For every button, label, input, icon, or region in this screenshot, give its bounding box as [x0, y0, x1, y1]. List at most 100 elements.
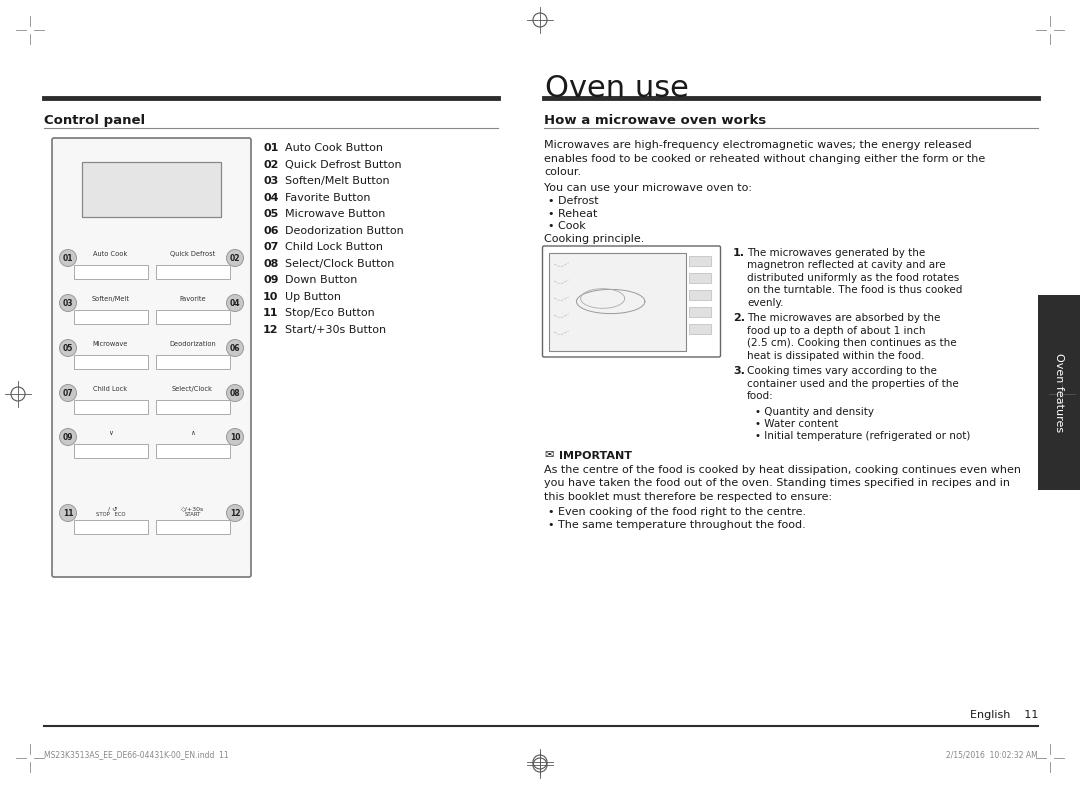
Text: • Defrost: • Defrost: [548, 196, 598, 206]
Text: ◇/+30s: ◇/+30s: [180, 506, 204, 511]
Text: Cooking principle.: Cooking principle.: [544, 233, 645, 243]
Text: Select/Clock Button: Select/Clock Button: [285, 258, 394, 269]
Text: English    11: English 11: [970, 710, 1038, 720]
Circle shape: [59, 295, 77, 311]
Text: Oven use: Oven use: [545, 74, 689, 103]
Text: food up to a depth of about 1 inch: food up to a depth of about 1 inch: [747, 325, 926, 336]
Bar: [156, 355, 229, 369]
Text: 12: 12: [230, 508, 240, 518]
Text: 08: 08: [264, 258, 279, 269]
Bar: [549, 252, 686, 351]
Bar: [1038, 295, 1080, 490]
Text: enables food to be cooked or reheated without changing either the form or the: enables food to be cooked or reheated wi…: [544, 154, 985, 163]
Text: 07: 07: [63, 388, 73, 397]
Text: Cooking times vary according to the: Cooking times vary according to the: [747, 366, 936, 376]
Text: 12: 12: [264, 325, 279, 334]
Bar: [73, 400, 148, 414]
Text: 11: 11: [264, 308, 279, 318]
Text: distributed uniformly as the food rotates: distributed uniformly as the food rotate…: [747, 273, 959, 283]
Text: Stop/Eco Button: Stop/Eco Button: [285, 308, 375, 318]
Text: 09: 09: [63, 433, 73, 441]
Text: • Water content: • Water content: [755, 418, 838, 429]
Circle shape: [59, 385, 77, 402]
Bar: [82, 162, 221, 217]
Text: 10: 10: [230, 433, 240, 441]
Circle shape: [59, 250, 77, 266]
Text: colour.: colour.: [544, 167, 581, 177]
Text: STOP   ECO: STOP ECO: [96, 512, 125, 517]
Text: Oven features: Oven features: [1054, 353, 1064, 432]
Bar: [156, 265, 229, 279]
Circle shape: [59, 340, 77, 356]
Text: 02: 02: [230, 254, 240, 262]
Text: 01: 01: [264, 143, 279, 153]
Text: / ↺: / ↺: [104, 506, 118, 511]
Text: Start/+30s Button: Start/+30s Button: [285, 325, 387, 334]
Text: Microwave: Microwave: [93, 341, 129, 347]
Text: Auto Cook Button: Auto Cook Button: [285, 143, 383, 153]
Circle shape: [227, 340, 243, 356]
Text: • The same temperature throughout the food.: • The same temperature throughout the fo…: [548, 520, 806, 530]
Bar: [73, 520, 148, 534]
Text: 2.: 2.: [733, 313, 745, 323]
Text: How a microwave oven works: How a microwave oven works: [544, 114, 766, 127]
Text: (2.5 cm). Cooking then continues as the: (2.5 cm). Cooking then continues as the: [747, 338, 957, 348]
Text: 05: 05: [63, 344, 73, 352]
Text: Quick Defrost Button: Quick Defrost Button: [285, 159, 402, 169]
Text: ∧: ∧: [190, 430, 194, 436]
Text: evenly.: evenly.: [747, 298, 783, 307]
Text: 11: 11: [63, 508, 73, 518]
Text: Microwave Button: Microwave Button: [285, 209, 386, 219]
Text: Deodorization: Deodorization: [170, 341, 216, 347]
Text: • Reheat: • Reheat: [548, 209, 597, 218]
Text: 1.: 1.: [733, 247, 745, 258]
FancyBboxPatch shape: [52, 138, 251, 577]
Bar: [689, 289, 711, 299]
Bar: [156, 400, 229, 414]
Text: • Initial temperature (refrigerated or not): • Initial temperature (refrigerated or n…: [755, 430, 970, 440]
Text: MS23K3513AS_EE_DE66-04431K-00_EN.indd  11: MS23K3513AS_EE_DE66-04431K-00_EN.indd 11: [44, 750, 229, 759]
Bar: [689, 324, 711, 333]
Text: 04: 04: [230, 299, 240, 307]
Text: 04: 04: [264, 192, 279, 203]
Text: The microwaves generated by the: The microwaves generated by the: [747, 247, 926, 258]
Text: 06: 06: [264, 225, 279, 236]
Text: 01: 01: [63, 254, 73, 262]
Bar: [73, 444, 148, 458]
Bar: [73, 310, 148, 324]
Text: Auto Cook: Auto Cook: [93, 251, 127, 257]
Text: IMPORTANT: IMPORTANT: [559, 451, 632, 460]
Text: START: START: [185, 512, 201, 517]
Text: on the turntable. The food is thus cooked: on the turntable. The food is thus cooke…: [747, 285, 962, 295]
Circle shape: [227, 504, 243, 522]
Text: 10: 10: [264, 292, 279, 302]
Text: Down Button: Down Button: [285, 275, 357, 285]
Text: • Even cooking of the food right to the centre.: • Even cooking of the food right to the …: [548, 507, 806, 517]
Text: Up Button: Up Button: [285, 292, 341, 302]
Text: you have taken the food out of the oven. Standing times specified in recipes and: you have taken the food out of the oven.…: [544, 478, 1010, 488]
Bar: [156, 520, 229, 534]
Text: 09: 09: [264, 275, 279, 285]
Bar: [689, 273, 711, 283]
Text: container used and the properties of the: container used and the properties of the: [747, 378, 959, 388]
Circle shape: [227, 385, 243, 402]
Text: Control panel: Control panel: [44, 114, 145, 127]
Text: The microwaves are absorbed by the: The microwaves are absorbed by the: [747, 313, 941, 323]
Text: ∨: ∨: [108, 430, 113, 436]
Text: 03: 03: [264, 176, 279, 186]
Text: 3.: 3.: [733, 366, 745, 376]
Text: 06: 06: [230, 344, 240, 352]
Text: Select/Clock: Select/Clock: [172, 386, 213, 392]
Text: 2/15/2016  10:02:32 AM: 2/15/2016 10:02:32 AM: [946, 750, 1038, 759]
Text: 03: 03: [63, 299, 73, 307]
Bar: [689, 307, 711, 317]
Text: As the centre of the food is cooked by heat dissipation, cooking continues even : As the centre of the food is cooked by h…: [544, 464, 1021, 474]
Text: Child Lock Button: Child Lock Button: [285, 242, 383, 252]
Circle shape: [59, 504, 77, 522]
FancyBboxPatch shape: [542, 246, 720, 357]
Text: Favorite Button: Favorite Button: [285, 192, 370, 203]
Text: Microwaves are high-frequency electromagnetic waves; the energy released: Microwaves are high-frequency electromag…: [544, 140, 972, 150]
Text: Favorite: Favorite: [179, 296, 206, 302]
Bar: [689, 255, 711, 266]
Bar: [156, 444, 229, 458]
